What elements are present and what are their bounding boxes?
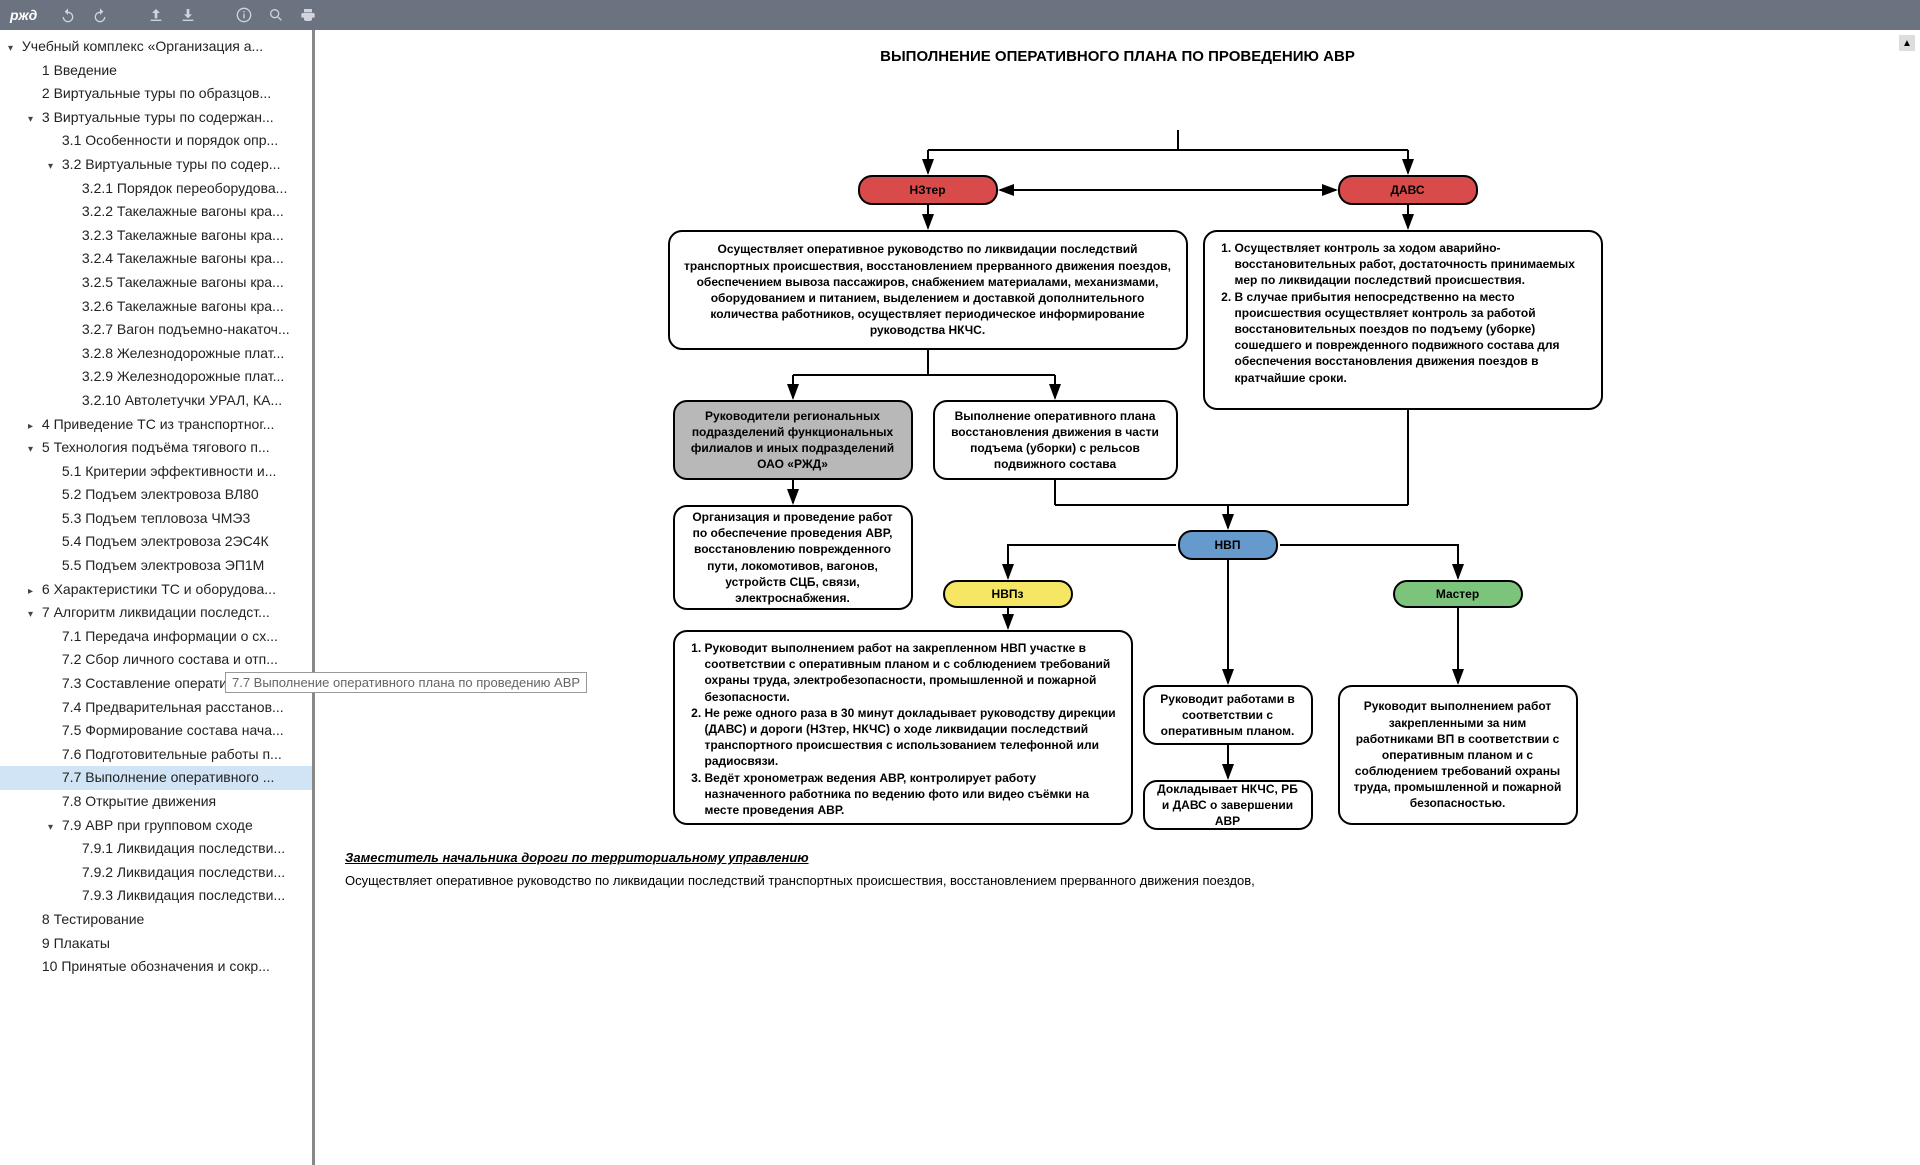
tree-item[interactable]: 5.4 Подъем электровоза 2ЭС4К <box>0 530 312 554</box>
tree-item[interactable]: 7.7 Выполнение оперативного ... <box>0 766 312 790</box>
tree-item[interactable]: ▸ 4 Приведение ТС из транспортног... <box>0 413 312 437</box>
tree-item[interactable]: ▾ 7 Алгоритм ликвидации последст... <box>0 601 312 625</box>
tree-item[interactable]: 7.4 Предварительная расстанов... <box>0 696 312 720</box>
node-nzter: НЗтер <box>858 175 998 205</box>
tree-item[interactable]: 5.3 Подъем тепловоза ЧМЭ3 <box>0 507 312 531</box>
tree-item[interactable]: 3.2.8 Железнодорожные плат... <box>0 342 312 366</box>
flowchart-diagram: НЗтер ДАВС Осуществляет оперативное руково… <box>618 80 1618 840</box>
tree-item[interactable]: 3.2.10 Автолетучки УРАЛ, КА... <box>0 389 312 413</box>
scroll-up-button[interactable]: ▲ <box>1899 35 1915 51</box>
tree-item[interactable]: 7.1 Передача информации о сх... <box>0 625 312 649</box>
content-area: ▲ ВЫПОЛНЕНИЕ ОПЕРАТИВНОГО ПЛАНА ПО ПРОВЕ… <box>315 30 1920 1165</box>
node-master_desc: Руководит выполнением работ закрепленным… <box>1338 685 1578 825</box>
tree-item[interactable]: 2 Виртуальные туры по образцов... <box>0 82 312 106</box>
node-master: Мастер <box>1393 580 1523 608</box>
tree-item[interactable]: 3.2.7 Вагон подъемно-накаточ... <box>0 318 312 342</box>
tree-item[interactable]: 7.6 Подготовительные работы п... <box>0 743 312 767</box>
tree-item[interactable]: 7.9.1 Ликвидация последстви... <box>0 837 312 861</box>
tree-item[interactable]: 3.2.4 Такелажные вагоны кра... <box>0 247 312 271</box>
tree-item[interactable]: ▸ 6 Характеристики ТС и оборудова... <box>0 578 312 602</box>
tree-item[interactable]: 5.1 Критерии эффективности и... <box>0 460 312 484</box>
undo-icon[interactable] <box>59 6 77 24</box>
tree-item[interactable]: 3.2.1 Порядок переоборудова... <box>0 177 312 201</box>
print-icon[interactable] <box>299 6 317 24</box>
footer-paragraph: Осуществляет оперативное руководство по … <box>345 873 1890 888</box>
app-logo: ржд <box>10 7 37 23</box>
download-icon[interactable] <box>179 6 197 24</box>
tree-item[interactable]: 3.1 Особенности и порядок опр... <box>0 129 312 153</box>
tree-item[interactable]: 3.2.6 Такелажные вагоны кра... <box>0 295 312 319</box>
tree-item[interactable]: 3.2.3 Такелажные вагоны кра... <box>0 224 312 248</box>
node-nvpz: НВПз <box>943 580 1073 608</box>
node-plan_exec: Выполнение оперативного плана восстановл… <box>933 400 1178 480</box>
tree-item[interactable]: 9 Плакаты <box>0 932 312 956</box>
node-regional: Руководители региональных подразделений … <box>673 400 913 480</box>
node-nvp_desc2: Докладывает НКЧС, РБ и ДАВС о завершении… <box>1143 780 1313 830</box>
footer-heading: Заместитель начальника дороги по террито… <box>345 850 1890 865</box>
tree-item[interactable]: 7.2 Сбор личного состава и отп... <box>0 648 312 672</box>
tree-item[interactable]: 8 Тестирование <box>0 908 312 932</box>
redo-icon[interactable] <box>91 6 109 24</box>
tree-item[interactable]: ▾ Учебный комплекс «Организация а... <box>0 35 312 59</box>
tree-item[interactable]: 7.9.3 Ликвидация последстви... <box>0 884 312 908</box>
node-nvp: НВП <box>1178 530 1278 560</box>
node-nvp_desc1: Руководит работами в соответствии с опер… <box>1143 685 1313 745</box>
nav-tree: ▾ Учебный комплекс «Организация а... 1 В… <box>0 30 315 1165</box>
toolbar: ржд <box>0 0 1920 30</box>
tree-item[interactable]: 5.2 Подъем электровоза ВЛ80 <box>0 483 312 507</box>
tree-item[interactable]: 5.5 Подъем электровоза ЭП1М <box>0 554 312 578</box>
search-icon[interactable] <box>267 6 285 24</box>
tree-item[interactable]: 7.9.2 Ликвидация последстви... <box>0 861 312 885</box>
tree-item[interactable]: ▾ 3.2 Виртуальные туры по содер... <box>0 153 312 177</box>
tree-item[interactable]: 7.5 Формирование состава нача... <box>0 719 312 743</box>
tree-item[interactable]: ▾ 5 Технология подъёма тягового п... <box>0 436 312 460</box>
tree-item[interactable]: 3.2.2 Такелажные вагоны кра... <box>0 200 312 224</box>
tree-item[interactable]: ▾ 3 Виртуальные туры по содержан... <box>0 106 312 130</box>
upload-icon[interactable] <box>147 6 165 24</box>
node-nzter_desc: Осуществляет оперативное руководство по … <box>668 230 1188 350</box>
tree-item[interactable]: 1 Введение <box>0 59 312 83</box>
tree-tooltip: 7.7 Выполнение оперативного плана по про… <box>225 672 587 693</box>
node-org_work: Организация и проведение работ по обеспе… <box>673 505 913 610</box>
diagram-title: ВЫПОЛНЕНИЕ ОПЕРАТИВНОГО ПЛАНА ПО ПРОВЕДЕ… <box>345 48 1890 65</box>
info-icon[interactable] <box>235 6 253 24</box>
tree-item[interactable]: 10 Принятые обозначения и сокр... <box>0 955 312 979</box>
tree-item[interactable]: ▾ 7.9 АВР при групповом сходе <box>0 814 312 838</box>
node-davs: ДАВС <box>1338 175 1478 205</box>
tree-item[interactable]: 7.8 Открытие движения <box>0 790 312 814</box>
tree-item[interactable]: 3.2.5 Такелажные вагоны кра... <box>0 271 312 295</box>
node-davs_desc: Осуществляет контроль за ходом аварийно-… <box>1203 230 1603 410</box>
tree-item[interactable]: 3.2.9 Железнодорожные плат... <box>0 365 312 389</box>
node-nvpz_desc: Руководит выполнением работ на закреплен… <box>673 630 1133 825</box>
